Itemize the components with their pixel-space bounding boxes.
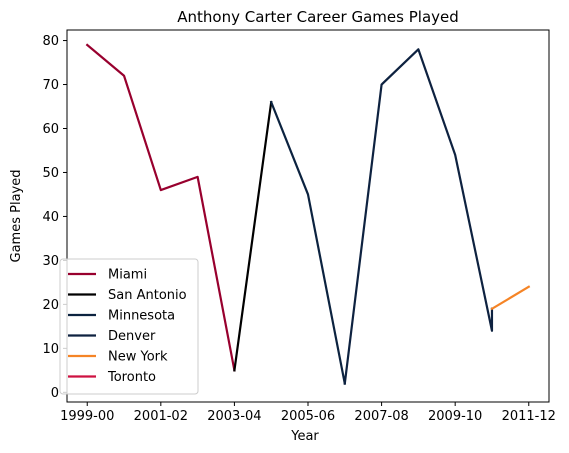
series-layer xyxy=(85,43,531,385)
legend: Miami San Antonio Minnesota Denver New York T… xyxy=(59,258,199,395)
y-tick-label: 70 xyxy=(42,78,59,93)
y-axis: 0 10 20 30 40 50 60 70 80 xyxy=(42,34,67,401)
legend-label: Minnesota xyxy=(108,309,175,324)
y-tick-label: 80 xyxy=(42,34,59,49)
legend-box xyxy=(59,258,199,395)
y-tick-label: 30 xyxy=(42,254,59,269)
x-axis-label: Year xyxy=(290,429,319,444)
x-tick-label: 2011-12 xyxy=(502,409,556,424)
x-axis: 1999-00 2001-02 2003-04 2005-06 2007-08 2009-… xyxy=(60,402,556,424)
series-line-minnesota xyxy=(269,100,347,385)
x-tick-label: 2009-10 xyxy=(428,409,482,424)
x-tick-label: 2003-04 xyxy=(207,409,261,424)
series-line-denver xyxy=(343,48,494,385)
x-tick-label: 2001-02 xyxy=(134,409,188,424)
series-line-miami xyxy=(85,43,236,372)
legend-label: New York xyxy=(108,350,168,365)
y-tick-label: 40 xyxy=(42,210,59,225)
legend-label: Miami xyxy=(108,268,147,283)
y-tick-label: 0 xyxy=(51,386,59,401)
x-tick-label: 2007-08 xyxy=(354,409,408,424)
x-tick-label: 1999-00 xyxy=(60,409,114,424)
y-axis-label: Games Played xyxy=(9,170,24,263)
legend-label: Denver xyxy=(108,329,156,344)
y-tick-label: 60 xyxy=(42,122,59,137)
series-line-san-antonio xyxy=(233,100,273,372)
legend-label: Toronto xyxy=(107,370,156,385)
legend-label: San Antonio xyxy=(108,288,187,303)
chart-title: Anthony Carter Career Games Played xyxy=(177,8,459,26)
y-tick-label: 20 xyxy=(42,298,59,313)
y-tick-label: 10 xyxy=(42,342,59,357)
series-line-new-york xyxy=(490,285,531,311)
x-tick-label: 2005-06 xyxy=(281,409,335,424)
y-tick-label: 50 xyxy=(42,166,59,181)
